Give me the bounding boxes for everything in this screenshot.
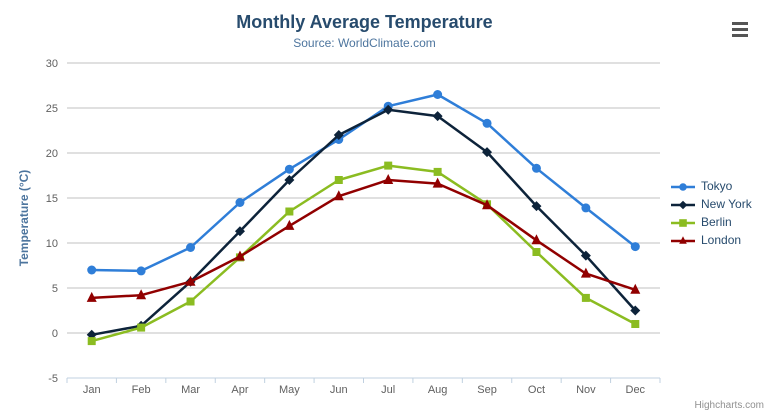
x-tick-label: Mar	[181, 384, 200, 396]
y-tick-label: 25	[46, 103, 58, 115]
chart-subtitle: Source: WorldClimate.com	[293, 36, 436, 50]
legend-label: London	[701, 233, 742, 247]
data-point[interactable]	[679, 183, 687, 191]
data-point[interactable]	[433, 90, 443, 99]
data-point[interactable]	[186, 297, 195, 306]
x-tick-label: Feb	[132, 384, 151, 396]
x-tick-label: Jan	[83, 384, 101, 396]
y-tick-label: 5	[52, 283, 58, 295]
data-point[interactable]	[580, 250, 591, 261]
data-point[interactable]	[630, 283, 641, 294]
legend-label: Tokyo	[701, 179, 733, 193]
data-point[interactable]	[384, 161, 393, 170]
data-point[interactable]	[679, 236, 687, 244]
data-point[interactable]	[284, 164, 294, 174]
data-point[interactable]	[630, 305, 641, 316]
data-point[interactable]	[580, 267, 591, 278]
data-point[interactable]	[284, 175, 295, 185]
data-point[interactable]	[679, 219, 687, 227]
data-point[interactable]	[334, 176, 343, 184]
legend: Tokyo New York Berlin London	[670, 177, 752, 249]
data-point[interactable]	[284, 219, 295, 230]
data-point[interactable]	[531, 163, 541, 173]
data-point[interactable]	[631, 320, 640, 328]
data-point[interactable]	[432, 111, 443, 122]
data-point[interactable]	[333, 130, 344, 140]
data-point[interactable]	[532, 248, 541, 256]
data-point[interactable]	[86, 291, 97, 302]
y-tick-label: 0	[52, 328, 58, 340]
legend-item-london[interactable]: London	[670, 231, 752, 249]
y-tick-label: 20	[46, 148, 58, 160]
x-tick-label: Oct	[528, 384, 545, 396]
legend-label: New York	[701, 197, 752, 211]
x-tick-label: Sep	[477, 384, 497, 396]
data-point[interactable]	[186, 243, 196, 252]
y-axis-title: Temperature (°C)	[17, 169, 31, 267]
x-tick-label: Nov	[576, 384, 596, 396]
hamburger-icon	[732, 27, 748, 31]
x-axis: Jan Feb Mar Apr May Jun Jul Aug Sep Oct Nov Dec	[66, 377, 661, 396]
data-point[interactable]	[383, 174, 394, 184]
hamburger-icon	[732, 33, 748, 37]
data-point[interactable]	[137, 323, 146, 332]
legend-item-tokyo[interactable]: Tokyo	[670, 177, 752, 195]
hamburger-icon	[732, 21, 748, 25]
data-point[interactable]	[581, 293, 590, 302]
data-point[interactable]	[87, 265, 97, 275]
y-axis-labels: -5 0 5 10 15 20 25 30	[46, 58, 58, 385]
legend-marker-square-icon	[670, 216, 696, 228]
data-point[interactable]	[531, 234, 542, 245]
y-tick-label: 10	[46, 238, 58, 250]
data-point[interactable]	[234, 226, 245, 237]
data-point[interactable]	[333, 190, 344, 201]
x-tick-label: Jul	[381, 384, 395, 396]
legend-item-new-york[interactable]: New York	[670, 195, 752, 213]
data-point[interactable]	[581, 203, 591, 213]
y-tick-label: 30	[46, 58, 58, 70]
data-point[interactable]	[383, 104, 394, 115]
data-point[interactable]	[433, 167, 442, 176]
data-point[interactable]	[482, 118, 492, 128]
y-gridlines	[67, 62, 660, 379]
x-tick-label: Aug	[428, 384, 448, 396]
data-point[interactable]	[630, 242, 640, 252]
data-point[interactable]	[234, 250, 245, 261]
x-tick-label: Apr	[231, 384, 248, 396]
y-tick-label: -5	[48, 373, 58, 385]
y-tick-label: 15	[46, 193, 58, 205]
series-line	[90, 164, 637, 343]
data-point[interactable]	[136, 289, 147, 300]
data-point[interactable]	[185, 275, 196, 286]
data-point[interactable]	[235, 198, 245, 207]
series-london[interactable]	[86, 174, 641, 302]
highcharts-credit-link[interactable]: Highcharts.com	[694, 400, 764, 411]
chart-context-menu-button[interactable]	[732, 19, 752, 39]
legend-marker-circle-icon	[670, 180, 696, 192]
x-tick-label: Jun	[330, 384, 348, 396]
data-point[interactable]	[482, 147, 493, 158]
series-line	[90, 108, 637, 337]
data-point[interactable]	[285, 207, 294, 216]
series-tokyo[interactable]	[87, 90, 640, 276]
legend-marker-diamond-icon	[670, 198, 696, 210]
data-point[interactable]	[531, 201, 542, 212]
data-point[interactable]	[87, 337, 96, 346]
x-tick-label: May	[279, 384, 300, 396]
legend-item-berlin[interactable]: Berlin	[670, 213, 752, 231]
x-tick-label: Dec	[626, 384, 646, 396]
series-new-york[interactable]	[86, 104, 641, 340]
data-point[interactable]	[482, 199, 493, 210]
series-line	[90, 93, 637, 273]
data-point[interactable]	[136, 266, 146, 276]
data-point[interactable]	[432, 177, 443, 188]
legend-marker-triangle-icon	[670, 234, 696, 246]
series-line	[90, 178, 637, 300]
legend-label: Berlin	[701, 215, 732, 229]
chart-title: Monthly Average Temperature	[236, 12, 493, 32]
data-point[interactable]	[678, 200, 688, 210]
